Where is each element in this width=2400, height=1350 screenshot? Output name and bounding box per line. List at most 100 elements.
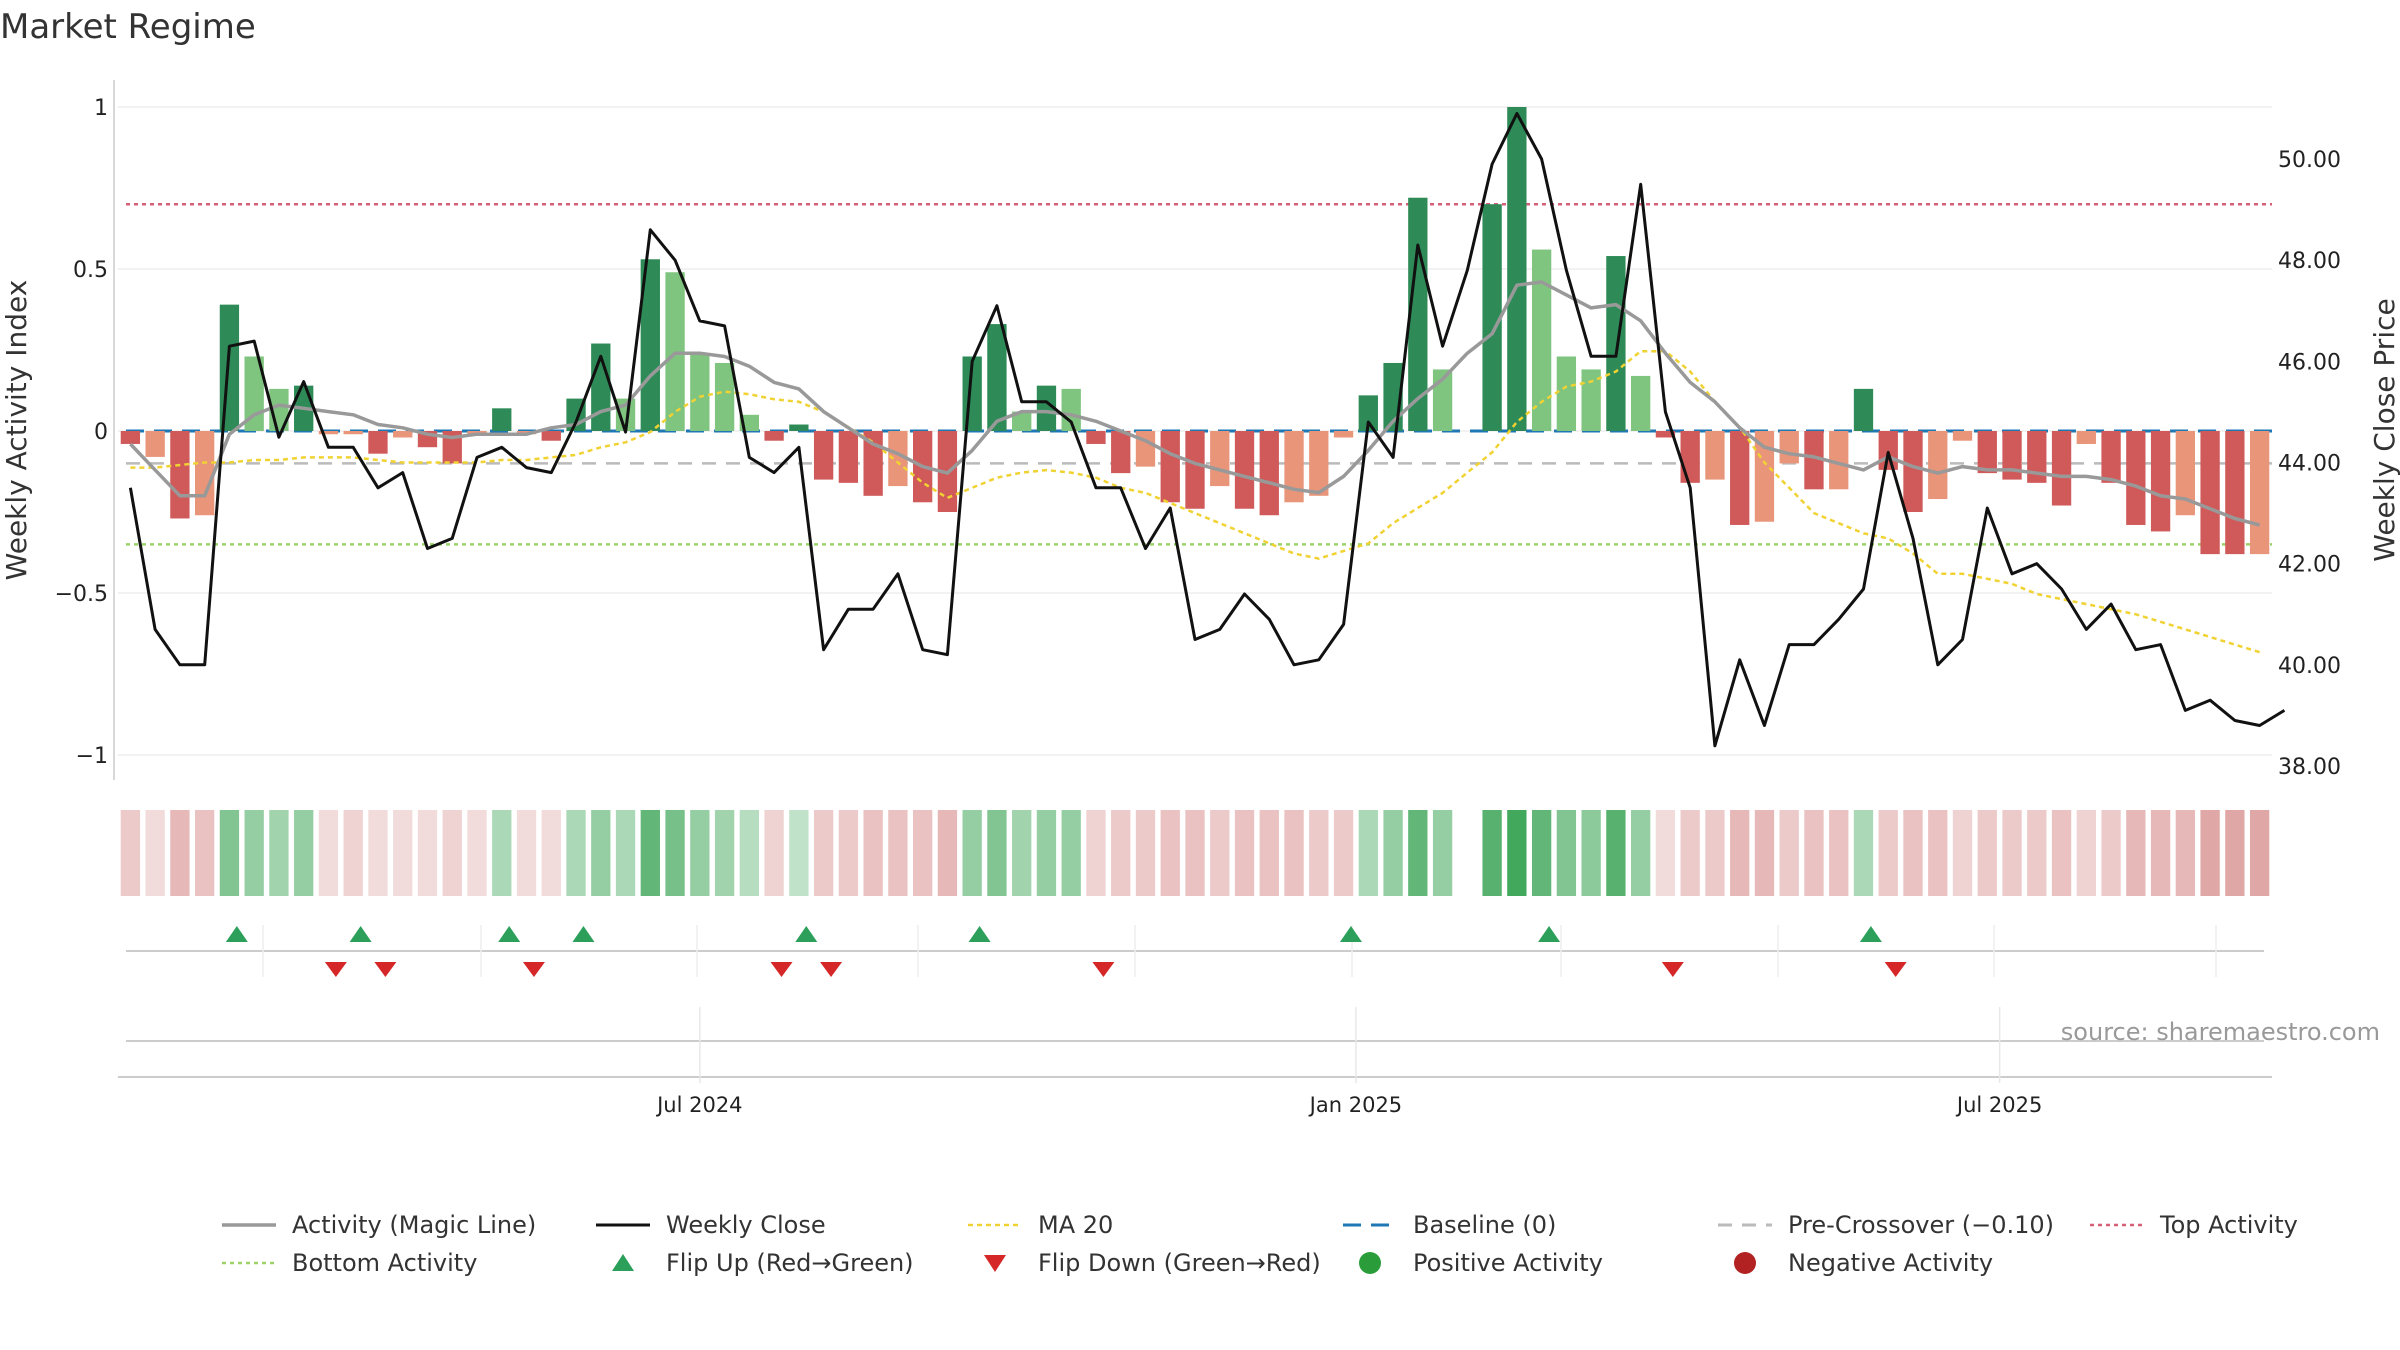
legend: Activity (Magic Line) Weekly Close MA 20 Ba…	[222, 1211, 2298, 1277]
chart-title: Market Regime	[0, 7, 256, 47]
heat-cell	[690, 810, 710, 896]
flip-down-marker	[820, 962, 843, 977]
activity-bar	[1730, 431, 1750, 525]
activity-bar	[1606, 256, 1626, 431]
heat-cell	[1135, 810, 1156, 896]
heat-cell	[640, 810, 660, 896]
activity-bar	[1804, 431, 1824, 490]
activity-bar	[1210, 431, 1230, 487]
heat-cell	[1111, 810, 1131, 896]
right-tick-label: 46.00	[2278, 350, 2341, 375]
activity-bar	[813, 431, 834, 480]
heat-cell	[1630, 810, 1651, 896]
heat-cell	[1333, 810, 1354, 896]
legend-label-neg: Negative Activity	[1788, 1249, 1993, 1277]
heat-cell	[244, 810, 264, 896]
heat-cell	[2101, 810, 2121, 896]
legend-label-flipup: Flip Up (Red→Green)	[666, 1249, 914, 1277]
right-tick-label: 48.00	[2278, 249, 2341, 274]
activity-bar	[1680, 431, 1700, 483]
heat-cell	[1507, 810, 1527, 896]
activity-bar	[2002, 431, 2022, 480]
activity-bar	[2175, 431, 2196, 516]
left-tick-label: 1	[94, 96, 108, 121]
activity-bar	[1754, 431, 1775, 522]
right-tick-label: 42.00	[2278, 553, 2341, 578]
legend-label-ma: MA 20	[1038, 1211, 1113, 1239]
heat-cell	[912, 810, 933, 896]
right-axis-label: Weekly Close Price	[2368, 298, 2400, 561]
activity-bar	[1878, 431, 1898, 470]
heat-cell	[1284, 810, 1304, 896]
flip-up-marker	[349, 926, 372, 942]
heat-cell	[764, 810, 784, 896]
right-tick-label: 50.00	[2278, 148, 2341, 173]
flip-up-marker	[225, 926, 248, 942]
heat-cell	[393, 810, 413, 896]
left-axis-label: Weekly Activity Index	[0, 280, 33, 581]
x-ticks: Jul 2024 Jan 2025 Jul 2025	[655, 1093, 2042, 1117]
flip-up-marker	[1859, 926, 1882, 942]
heat-cell	[1730, 810, 1750, 896]
legend-label-bottom: Bottom Activity	[292, 1249, 477, 1277]
legend-label-flipdown: Flip Down (Green→Red)	[1038, 1249, 1321, 1277]
flip-down-marker	[324, 962, 347, 977]
heat-cell	[170, 810, 190, 896]
activity-bar	[145, 431, 165, 457]
activity-bar	[1482, 204, 1502, 431]
magic-line	[129, 280, 2261, 527]
activity-bar	[1507, 107, 1527, 431]
activity-bar	[1333, 431, 1354, 438]
heat-cell	[1754, 810, 1775, 896]
activity-bar	[120, 431, 141, 444]
heat-cell	[442, 810, 462, 896]
activity-bar	[1977, 431, 1997, 474]
heat-cell	[294, 810, 314, 896]
activity-bar	[1581, 369, 1601, 431]
heat-cell	[145, 810, 165, 896]
activity-bar	[318, 431, 339, 435]
heat-cell	[1185, 810, 1205, 896]
activity-heat-strip	[120, 810, 2270, 896]
legend-negative-dot	[1734, 1252, 1756, 1274]
heat-cell	[1829, 810, 1849, 896]
activity-bar	[1234, 431, 1255, 509]
activity-bar	[1284, 431, 1304, 503]
left-tick-label: −0.5	[55, 582, 108, 607]
heat-cell	[1036, 810, 1057, 896]
heat-cell	[1655, 810, 1676, 896]
activity-bar	[2051, 431, 2072, 506]
heat-cell	[566, 810, 586, 896]
activity-bar	[714, 362, 735, 431]
heat-cell	[2175, 810, 2196, 896]
activity-bar	[2150, 431, 2171, 532]
flip-down-marker	[374, 962, 397, 977]
heat-cell	[1779, 810, 1799, 896]
heat-cell	[2249, 810, 2270, 896]
activity-bar	[1853, 388, 1874, 431]
heat-cell	[615, 810, 636, 896]
heat-cell	[1878, 810, 1898, 896]
heat-cell	[1309, 810, 1329, 896]
activity-bars	[120, 107, 2270, 555]
activity-bar	[2076, 431, 2096, 444]
heat-cell	[1853, 810, 1874, 896]
right-tick-label: 40.00	[2278, 654, 2341, 679]
activity-bar	[343, 431, 363, 435]
flip-down-marker	[1884, 962, 1907, 977]
activity-bar	[2200, 431, 2220, 555]
heat-cell	[1234, 810, 1255, 896]
heat-cell	[2150, 810, 2171, 896]
heat-cell	[863, 810, 883, 896]
flip-down-marker	[770, 962, 793, 977]
legend-swatch-flipup	[612, 1254, 634, 1271]
heat-cell	[1581, 810, 1601, 896]
heat-cell	[194, 810, 215, 896]
activity-bar	[2249, 431, 2270, 555]
activity-bar	[393, 431, 413, 438]
flip-up-marker	[795, 926, 818, 942]
heat-cell	[739, 810, 760, 896]
heat-cell	[516, 810, 537, 896]
x-tick-label: Jan 2025	[1308, 1093, 1403, 1117]
